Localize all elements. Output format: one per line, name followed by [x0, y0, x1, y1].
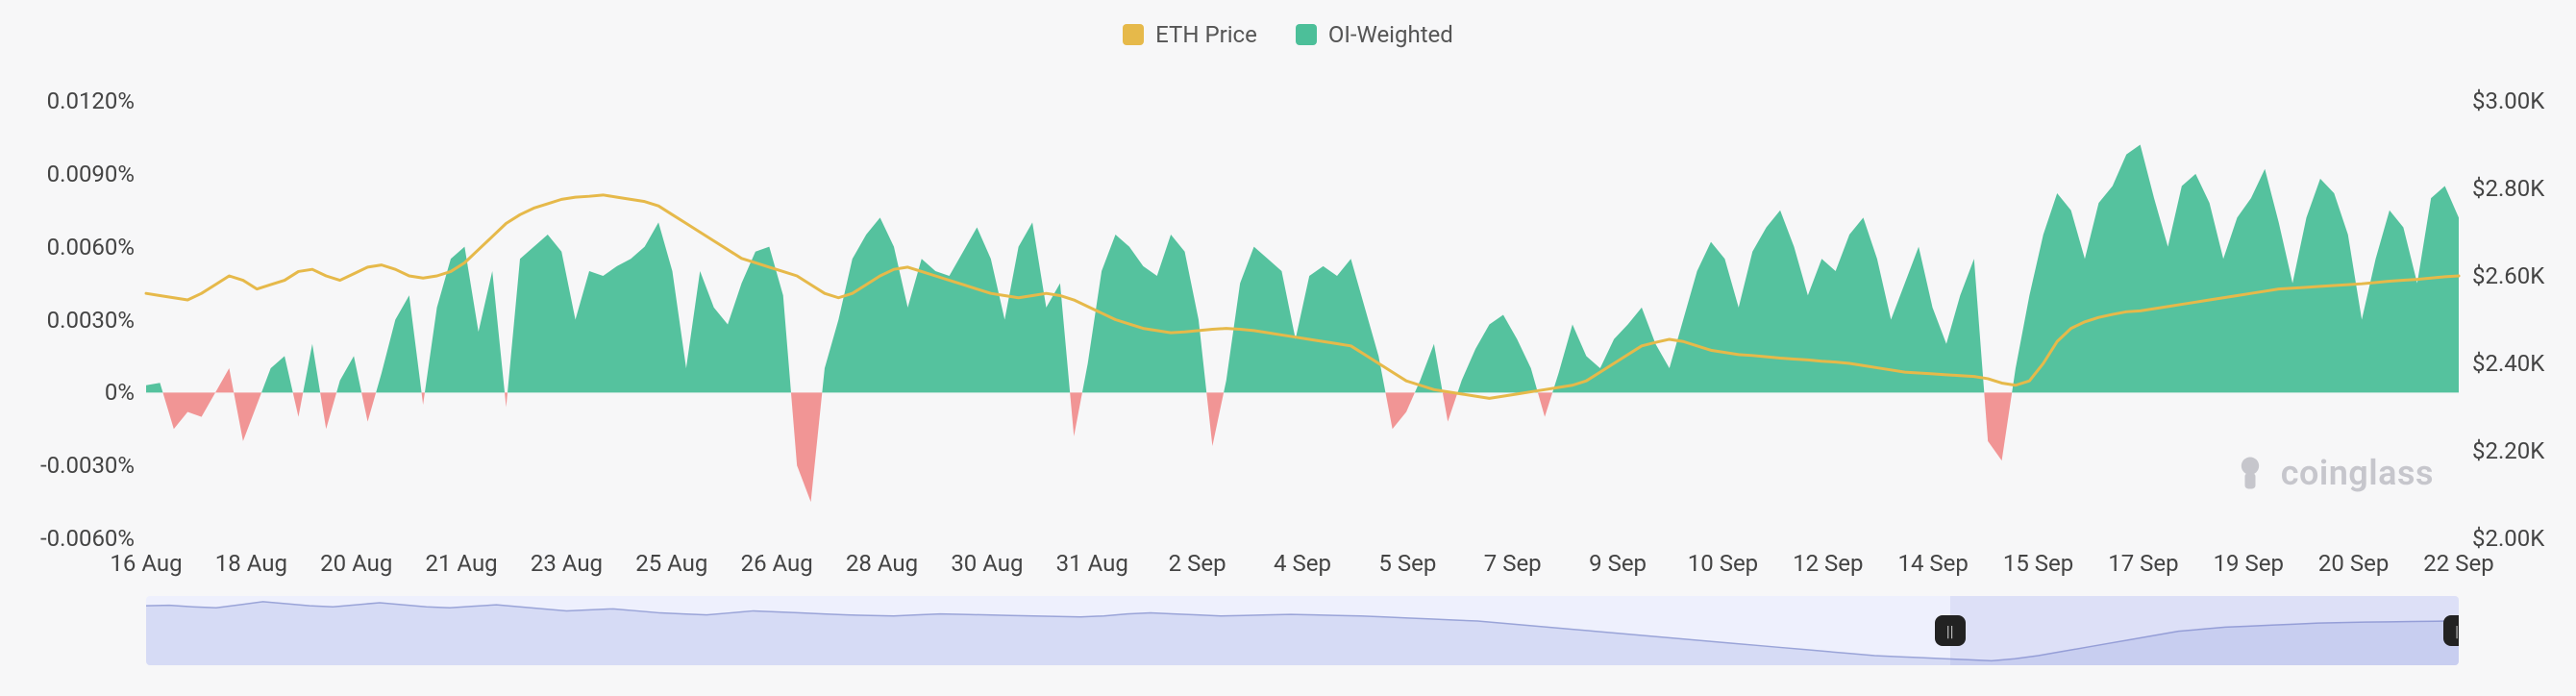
y-tick-right: $3.00K [2472, 87, 2544, 114]
legend-item-oi-weighted[interactable]: OI-Weighted [1296, 21, 1453, 48]
y-tick-left: 0% [105, 379, 135, 406]
oi-weighted-area [791, 392, 822, 502]
x-tick: 4 Sep [1274, 550, 1331, 577]
oi-weighted-area [508, 222, 791, 392]
y-tick-right: $2.00K [2472, 525, 2544, 552]
oi-weighted-area [162, 368, 234, 429]
brush-navigator[interactable]: || || [146, 596, 2459, 665]
brush-handle-left[interactable]: || [1935, 615, 1966, 646]
chart-svg [146, 101, 2459, 538]
x-tick: 23 Aug [531, 550, 603, 577]
chart-plot-area[interactable] [146, 101, 2459, 538]
x-tick: 2 Sep [1169, 550, 1226, 577]
brush-selection[interactable] [1950, 596, 2459, 665]
x-tick: 31 Aug [1056, 550, 1128, 577]
x-tick: 22 Sep [2423, 550, 2493, 577]
x-tick: 5 Sep [1378, 550, 1436, 577]
oi-weighted-area [234, 392, 261, 441]
y-axis-right: $2.00K$2.20K$2.40K$2.60K$2.80K$3.00K [2459, 101, 2576, 538]
x-tick: 25 Aug [635, 550, 707, 577]
y-tick-right: $2.80K [2472, 175, 2544, 202]
oi-weighted-area [1984, 392, 2012, 460]
x-tick: 14 Sep [1897, 550, 1968, 577]
x-tick: 26 Aug [741, 550, 813, 577]
y-tick-left: 0.0090% [47, 161, 135, 187]
legend-swatch [1123, 24, 1144, 45]
x-tick: 20 Aug [320, 550, 392, 577]
y-tick-left: 0.0120% [47, 87, 135, 114]
oi-weighted-area [336, 356, 361, 392]
oi-weighted-area [261, 356, 293, 392]
oi-weighted-area [425, 247, 505, 393]
x-tick: 30 Aug [951, 550, 1023, 577]
y-tick-left: -0.0060% [40, 525, 135, 552]
x-tick: 21 Aug [425, 550, 497, 577]
y-tick-right: $2.20K [2472, 437, 2544, 464]
legend-label: ETH Price [1155, 21, 1257, 48]
oi-weighted-area [1538, 392, 1552, 416]
x-tick: 7 Sep [1484, 550, 1542, 577]
oi-weighted-area [146, 383, 162, 392]
x-tick: 16 Aug [110, 550, 182, 577]
oi-weighted-area [1206, 392, 1224, 446]
coinglass-icon [2229, 452, 2271, 494]
y-tick-left: 0.0060% [47, 234, 135, 261]
oi-weighted-area [505, 392, 508, 407]
y-tick-left: 0.0030% [47, 307, 135, 334]
y-tick-right: $2.40K [2472, 350, 2544, 377]
y-axis-left: -0.0060%-0.0030%0%0.0030%0.0060%0.0090%0… [0, 101, 146, 538]
oi-weighted-area [361, 392, 376, 421]
oi-weighted-area [2012, 145, 2459, 393]
x-tick: 10 Sep [1688, 550, 1758, 577]
oi-weighted-area [1224, 247, 1385, 393]
chart-legend: ETH Price OI-Weighted [0, 0, 2576, 48]
oi-weighted-area [293, 392, 304, 416]
legend-item-eth-price[interactable]: ETH Price [1123, 21, 1257, 48]
brush-handle-right[interactable]: || [2443, 615, 2459, 646]
oi-weighted-area [376, 295, 421, 392]
x-tick: 12 Sep [1793, 550, 1863, 577]
oi-weighted-area [1443, 392, 1458, 421]
oi-weighted-area [1552, 211, 1984, 393]
x-tick: 19 Sep [2214, 550, 2284, 577]
y-tick-right: $2.60K [2472, 262, 2544, 289]
funding-rate-chart: { "legend": [ { "label": "ETH Price", "c… [0, 0, 2576, 696]
oi-weighted-area [1457, 314, 1537, 392]
watermark: coinglass [2229, 452, 2434, 494]
x-tick: 20 Sep [2318, 550, 2389, 577]
oi-weighted-area [822, 217, 1070, 392]
oi-weighted-area [1070, 392, 1082, 436]
oi-weighted-area [303, 344, 320, 393]
x-tick: 17 Sep [2108, 550, 2178, 577]
oi-weighted-area [1385, 392, 1414, 429]
x-tick: 9 Sep [1589, 550, 1647, 577]
x-axis: 16 Aug18 Aug20 Aug21 Aug23 Aug25 Aug26 A… [146, 550, 2459, 588]
legend-swatch [1296, 24, 1317, 45]
legend-label: OI-Weighted [1328, 21, 1453, 48]
x-tick: 18 Aug [215, 550, 287, 577]
x-tick: 28 Aug [846, 550, 918, 577]
oi-weighted-area [422, 392, 425, 405]
oi-weighted-area [320, 392, 336, 429]
watermark-text: coinglass [2281, 453, 2434, 493]
x-tick: 15 Sep [2003, 550, 2073, 577]
y-tick-left: -0.0030% [40, 452, 135, 479]
